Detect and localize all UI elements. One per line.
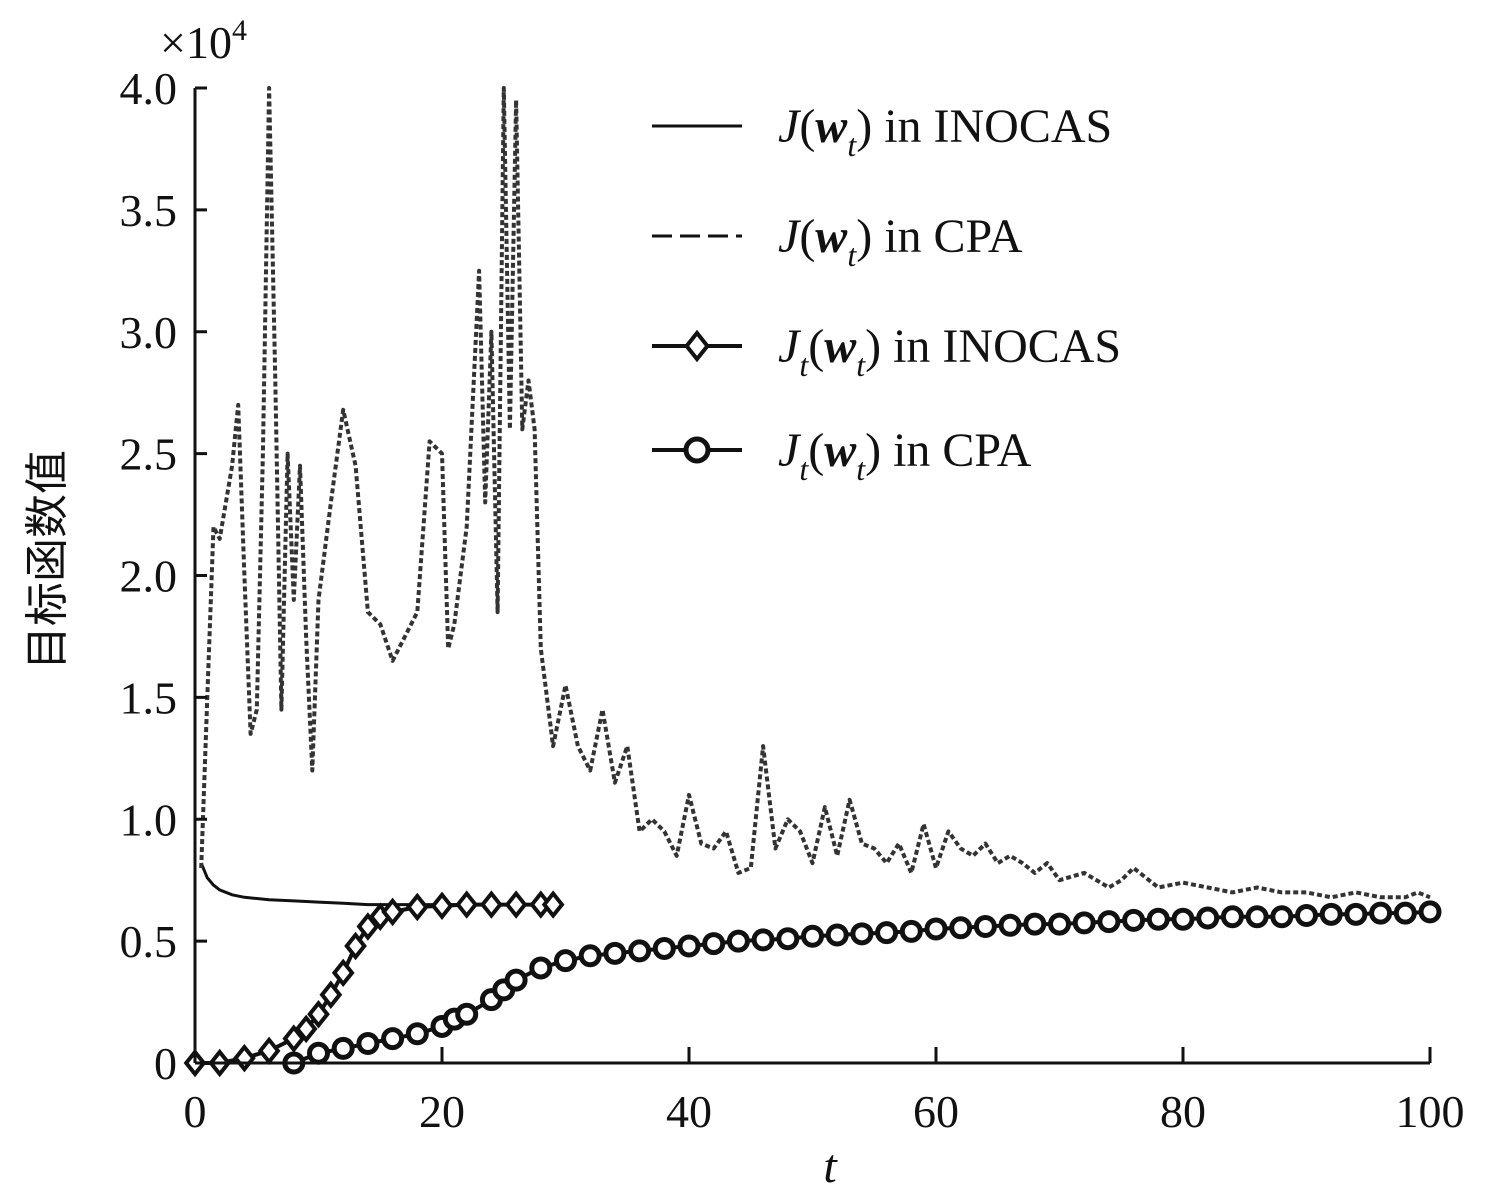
circle-marker [1171, 907, 1195, 931]
legend-entry: Jt(wt) in CPA [652, 424, 1032, 487]
circle-marker [307, 1041, 330, 1065]
circle-marker [628, 939, 652, 963]
circle-marker [850, 922, 874, 946]
circle-marker [1196, 906, 1220, 930]
legend-entry: J(wt) in INOCAS [652, 100, 1112, 163]
x-ticks: 0 20 40 60 80 100 [184, 1047, 1465, 1137]
circle-marker [825, 923, 849, 947]
y-tick-label: 2.0 [120, 551, 178, 602]
diamond-marker [480, 890, 503, 919]
circle-marker [677, 934, 701, 958]
y-multiplier-label: ×104 [160, 14, 247, 68]
plot-series [183, 86, 1442, 1078]
diamond-marker [541, 890, 565, 919]
x-tick-label: 40 [666, 1086, 712, 1137]
diamond-marker [294, 1014, 318, 1044]
y-tick-label: 1.0 [120, 794, 178, 845]
y-tick-label: 4.0 [120, 63, 178, 114]
diamond-marker [381, 897, 404, 927]
diamond-marker [504, 890, 528, 919]
diamond-marker [455, 890, 479, 919]
circle-marker [875, 921, 899, 945]
diamond-marker [405, 892, 429, 922]
circle-marker [949, 916, 973, 940]
circle-marker [1245, 905, 1269, 929]
circle-marker [405, 1022, 429, 1046]
y-tick-label: 0.5 [120, 916, 178, 967]
y-tick-label: 0 [154, 1038, 177, 1089]
circle-marker [1122, 908, 1146, 932]
circle-marker [1023, 912, 1047, 936]
y-ticks: 0 0.5 1.0 1.5 2.0 2.5 3.0 3.5 4.0 [120, 63, 207, 1089]
circle-marker [652, 936, 676, 960]
x-tick-label: 100 [1396, 1086, 1465, 1137]
circle-marker [381, 1027, 405, 1051]
x-axis-label: t [823, 1140, 838, 1193]
circle-marker [1295, 904, 1318, 928]
circle-marker [1319, 902, 1343, 926]
circle-marker [1270, 905, 1294, 929]
y-tick-label: 3.5 [120, 185, 178, 236]
y-tick-label: 1.5 [120, 672, 178, 723]
diamond-marker [233, 1043, 256, 1073]
circle-marker [702, 932, 726, 956]
y-tick-label: 3.0 [120, 307, 178, 358]
series-line-J-INOCAS [199, 862, 554, 907]
x-tick-label: 0 [184, 1086, 207, 1137]
legend-entry: J(wt) in CPA [652, 210, 1023, 273]
circle-marker [1220, 905, 1244, 929]
circle-marker [1097, 910, 1121, 934]
circle-marker [1393, 901, 1417, 925]
x-tick-label: 20 [419, 1086, 465, 1137]
legend-diamond-marker [684, 329, 710, 363]
diamond-marker [257, 1036, 281, 1066]
diamond-marker [331, 958, 355, 988]
circle-marker [998, 913, 1022, 937]
y-axis-label: 目标函数值 [22, 450, 73, 670]
circle-marker [899, 919, 923, 943]
circle-marker [603, 941, 627, 965]
circle-marker [356, 1032, 380, 1055]
diamond-marker [319, 980, 343, 1009]
y-tick-label: 2.5 [120, 429, 178, 480]
legend-label: Jt(wt) in INOCAS [778, 320, 1121, 383]
legend-label: Jt(wt) in CPA [778, 424, 1032, 487]
legend-label: J(wt) in INOCAS [778, 100, 1112, 163]
circle-marker [1072, 911, 1096, 935]
circle-marker [1344, 902, 1368, 926]
diamond-marker [344, 931, 367, 961]
circle-marker [973, 915, 997, 938]
circle-marker [1369, 901, 1393, 925]
legend-label: J(wt) in CPA [778, 210, 1023, 273]
circle-marker [1146, 907, 1170, 931]
legend: J(wt) in INOCAS J(wt) in CPA Jt(wt) in INO… [652, 100, 1121, 487]
circle-marker [924, 917, 948, 941]
axes: 0 0.5 1.0 1.5 2.0 2.5 3.0 3.5 4.0 0 20 40 60 80 100 [120, 63, 1465, 1137]
x-tick-label: 80 [1160, 1086, 1206, 1137]
circle-marker [776, 927, 800, 951]
legend-circle-marker [683, 436, 711, 464]
circle-marker [504, 968, 528, 992]
legend-entry: Jt(wt) in INOCAS [652, 320, 1121, 383]
circle-marker [331, 1036, 355, 1060]
diamond-marker [307, 1000, 330, 1029]
circle-marker [554, 949, 577, 973]
x-tick-label: 60 [913, 1086, 959, 1137]
circle-marker [751, 928, 775, 952]
circle-marker [578, 944, 602, 968]
circle-marker [1048, 912, 1071, 936]
diamond-marker [430, 891, 454, 920]
circle-marker [801, 924, 824, 948]
circle-marker [1418, 900, 1442, 924]
series-line-J-CPA [199, 86, 1431, 900]
circle-marker [726, 929, 750, 953]
circle-marker [455, 1002, 479, 1026]
circle-marker [529, 956, 553, 980]
